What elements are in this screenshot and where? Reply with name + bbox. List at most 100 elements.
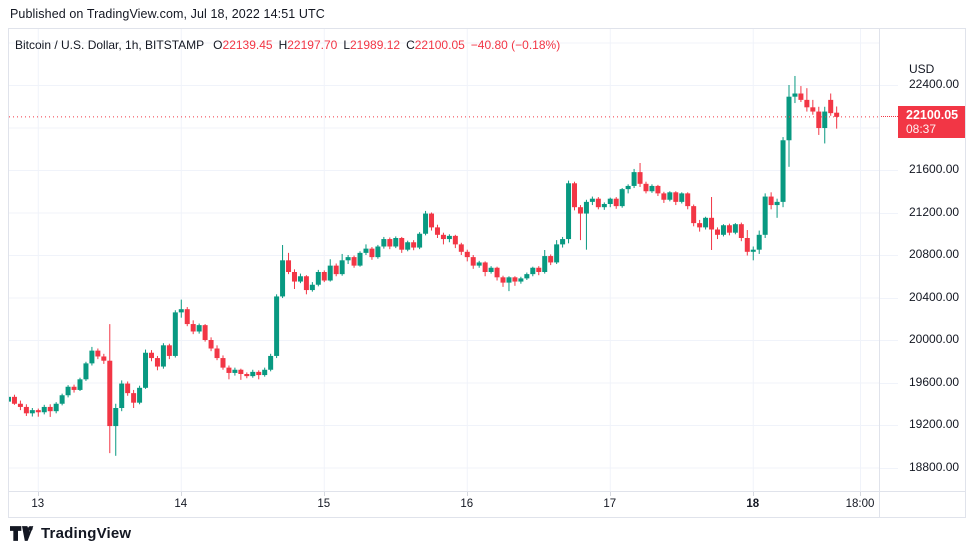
candle-body [35, 410, 41, 413]
candle-body [280, 260, 286, 297]
candle-body [715, 229, 721, 235]
candle-body [89, 350, 95, 364]
candle-body [268, 355, 274, 370]
chart-frame: Bitcoin / U.S. Dollar, 1h, BITSTAMP O221… [8, 28, 966, 518]
candle-body [595, 198, 601, 208]
candle-body [95, 350, 101, 357]
candle-body [697, 223, 703, 228]
candle-body [327, 265, 333, 281]
candlestick-plot[interactable] [9, 29, 879, 491]
price-line-stub [879, 115, 898, 117]
candle-body [166, 345, 172, 356]
time-tick-label: 15 [317, 498, 331, 510]
price-tick-stub [879, 425, 898, 426]
candle-body [572, 183, 578, 208]
candle-body [65, 386, 71, 396]
price-axis[interactable]: USD 22100.05 08:37 22400.00 21600.00 21200… [879, 29, 965, 491]
candle-body [381, 239, 387, 247]
price-tick-label: 20800.00 [909, 247, 960, 261]
candle-body [601, 204, 607, 208]
candle-body [518, 278, 524, 282]
candle-body [208, 340, 214, 349]
candle-body [339, 260, 345, 275]
candle-body [113, 408, 119, 427]
time-tick-mark [180, 492, 182, 496]
candle-body [732, 224, 738, 233]
candle-body [613, 198, 619, 207]
candle-body [357, 252, 363, 266]
candle-body [101, 356, 107, 361]
candle-body [464, 251, 470, 258]
time-tick-label: 18 [746, 498, 760, 510]
candle-body [804, 99, 810, 108]
tradingview-logo[interactable]: TradingView [10, 525, 131, 542]
candle-body [679, 193, 685, 202]
candle-body [798, 93, 804, 100]
symbol-title: Bitcoin / U.S. Dollar, 1h, BITSTAMP [15, 38, 205, 52]
candle-body [274, 296, 280, 356]
candle-body [792, 93, 798, 97]
candle-body [542, 256, 548, 272]
time-tick-label: 18:00 [845, 498, 875, 510]
candle-body [315, 272, 321, 285]
candle-body [482, 262, 488, 272]
price-tick-stub [879, 212, 898, 214]
ohlc-close: C22100.05 [406, 38, 465, 52]
candle-body [17, 403, 23, 407]
candle-body [363, 248, 369, 253]
candle-body [577, 207, 583, 214]
candle-body [411, 242, 417, 248]
time-tick-mark [323, 492, 325, 496]
candle-body [673, 192, 679, 202]
price-tick-stub [879, 340, 898, 341]
candle-body [196, 325, 202, 332]
candle-body [828, 99, 834, 114]
candle-body [512, 277, 518, 282]
candle-body [726, 225, 732, 233]
candle-body [405, 242, 411, 250]
candle-body [470, 257, 476, 266]
candle-body [137, 387, 143, 403]
candle-body [119, 383, 125, 408]
candle-body [780, 140, 786, 202]
candle-body [446, 235, 452, 240]
time-tick-label: 17 [603, 498, 617, 510]
candle-body [834, 112, 840, 117]
candle-body [309, 284, 315, 291]
candle-body [417, 233, 423, 248]
candle-body [637, 172, 643, 184]
candle-body [220, 358, 226, 368]
candle-body [756, 234, 762, 250]
time-tick-label: 14 [174, 498, 188, 510]
candle-body [661, 193, 667, 200]
candle-body [333, 265, 339, 275]
candle-body [643, 183, 649, 192]
candle-body [131, 393, 137, 403]
last-price-value: 22100.05 [906, 107, 959, 122]
candle-body [619, 189, 625, 207]
candle-body [83, 363, 89, 380]
candle-body [631, 172, 637, 186]
candle-body [77, 379, 83, 390]
candle-body [816, 111, 822, 129]
last-price-badge: 22100.05 08:37 [898, 105, 965, 138]
bar-countdown: 08:37 [906, 121, 937, 136]
candle-body [506, 277, 512, 283]
candle-body [434, 227, 440, 235]
time-tick-mark [752, 492, 754, 496]
time-tick-mark [466, 492, 468, 496]
price-axis-separator [879, 29, 880, 517]
candle-body [53, 403, 59, 412]
time-axis[interactable]: 13 14 15 16 17 18 18:00 [9, 491, 965, 517]
price-tick-label: 21600.00 [909, 162, 960, 176]
price-tick-label: 22400.00 [909, 77, 960, 91]
candle-body [423, 213, 429, 234]
candle-body [23, 406, 29, 414]
price-change: −40.80 (−0.18%) [470, 38, 561, 52]
candle-body [393, 238, 399, 247]
candle-body [589, 198, 595, 202]
candle-body [321, 272, 327, 281]
candle-body [375, 246, 381, 258]
candle-body [429, 213, 435, 228]
candle-body [691, 206, 697, 224]
